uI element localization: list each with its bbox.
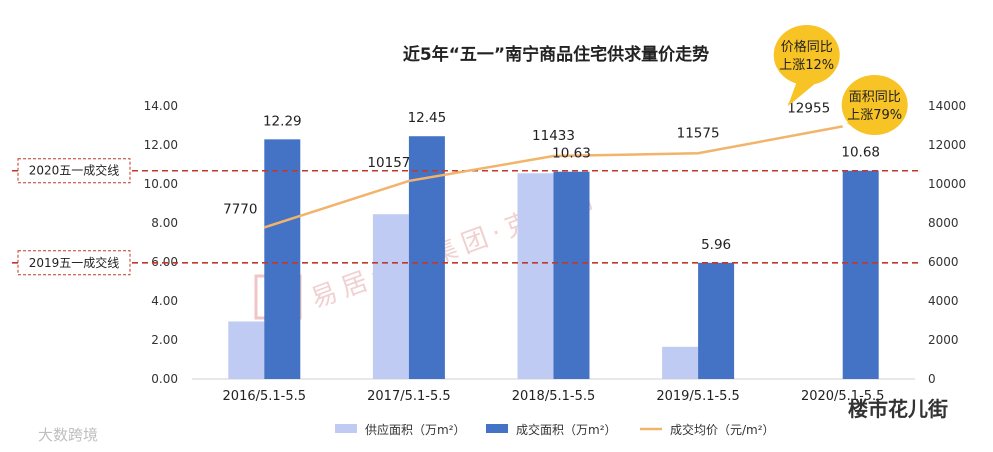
- right-tick-label: 10000: [928, 177, 966, 191]
- callout-text: 上涨12%: [779, 58, 834, 73]
- left-tick-label: 10.00: [144, 177, 178, 191]
- callout-text: 上涨79%: [847, 108, 902, 123]
- left-tick-label: 4.00: [151, 294, 178, 308]
- left-tick-label: 2.00: [151, 333, 178, 347]
- bar-data-label: 5.96: [701, 237, 731, 253]
- left-tick-label: 8.00: [151, 216, 178, 230]
- right-tick-label: 4000: [928, 294, 959, 308]
- watermark-bottom-left: 大数跨境: [38, 426, 98, 444]
- right-tick-label: 14000: [928, 99, 966, 113]
- bar-data-label: 12.45: [408, 110, 447, 126]
- right-tick-label: 8000: [928, 216, 959, 230]
- callout-pointer: [787, 82, 815, 107]
- right-tick-label: 2000: [928, 333, 959, 347]
- right-tick-label: 6000: [928, 255, 959, 269]
- bar-deal: [842, 170, 879, 379]
- bar-series: [228, 136, 879, 379]
- x-tick-label: 2020/5.1-5.5: [801, 389, 885, 404]
- right-tick-label: 12000: [928, 138, 966, 152]
- bar-deal: [264, 139, 301, 379]
- bar-deal: [408, 136, 445, 379]
- left-tick-label: 14.00: [144, 99, 178, 113]
- line-series: 7770 10157 11433 11575 12955: [223, 100, 843, 229]
- callout-bubble: [773, 25, 840, 85]
- x-tick-label: 2017/5.1-5.5: [367, 389, 451, 404]
- bar-supply: [517, 173, 554, 379]
- bar-data-label: 10.63: [552, 146, 591, 162]
- line-data-label: 11575: [677, 125, 720, 141]
- price-line: [263, 125, 843, 229]
- line-data-label: 7770: [223, 201, 257, 217]
- bar-supply: [372, 214, 409, 379]
- legend: 供应面积（万m²） 成交面积（万m²） 成交均价（元/m²）: [335, 422, 775, 437]
- bar-data-labels: 12.29 12.45 10.63 5.96 10.68: [263, 110, 880, 253]
- left-tick-label: 0.00: [151, 372, 178, 386]
- bar-data-label: 12.29: [263, 113, 302, 129]
- x-tick-label: 2016/5.1-5.5: [223, 389, 307, 404]
- chart-title: 近5年“五一”南宁商品住宅供求量价走势: [403, 44, 709, 65]
- bar-deal: [698, 262, 735, 379]
- bar-supply: [228, 321, 265, 379]
- bar-supply: [662, 346, 699, 379]
- callout-text: 面积同比: [849, 90, 901, 105]
- line-data-label: 11433: [532, 128, 575, 144]
- legend-label: 供应面积（万m²）: [365, 422, 466, 437]
- legend-label: 成交面积（万m²）: [516, 422, 617, 437]
- legend-swatch: [486, 424, 508, 433]
- bar-deal: [553, 171, 590, 379]
- left-tick-label: 12.00: [144, 138, 178, 152]
- reference-label-box: [17, 158, 131, 184]
- right-axis-ticks: 0 2000 4000 6000 8000 10000 12000 14000: [928, 99, 966, 386]
- right-tick-label: 0: [928, 372, 936, 386]
- line-data-label: 10157: [367, 155, 410, 171]
- reference-label-box: [17, 250, 131, 276]
- bar-data-label: 10.68: [841, 145, 880, 161]
- callout-text: 价格同比: [781, 39, 833, 55]
- line-data-label: 12955: [787, 100, 830, 116]
- callout-bubble: [841, 75, 908, 135]
- reference-label: 2020五一成交线: [29, 163, 120, 178]
- reference-lines: 2020五一成交线 2019五一成交线: [12, 158, 920, 276]
- x-tick-label: 2018/5.1-5.5: [512, 389, 596, 404]
- x-axis-ticks: 2016/5.1-5.5 2017/5.1-5.5 2018/5.1-5.5 2019…: [223, 389, 885, 404]
- watermark-bottom-right: 楼市花儿街: [848, 397, 948, 421]
- reference-label: 2019五一成交线: [29, 255, 120, 270]
- legend-swatch: [335, 424, 357, 433]
- legend-label: 成交均价（元/m²）: [670, 422, 775, 437]
- x-tick-label: 2019/5.1-5.5: [656, 389, 740, 404]
